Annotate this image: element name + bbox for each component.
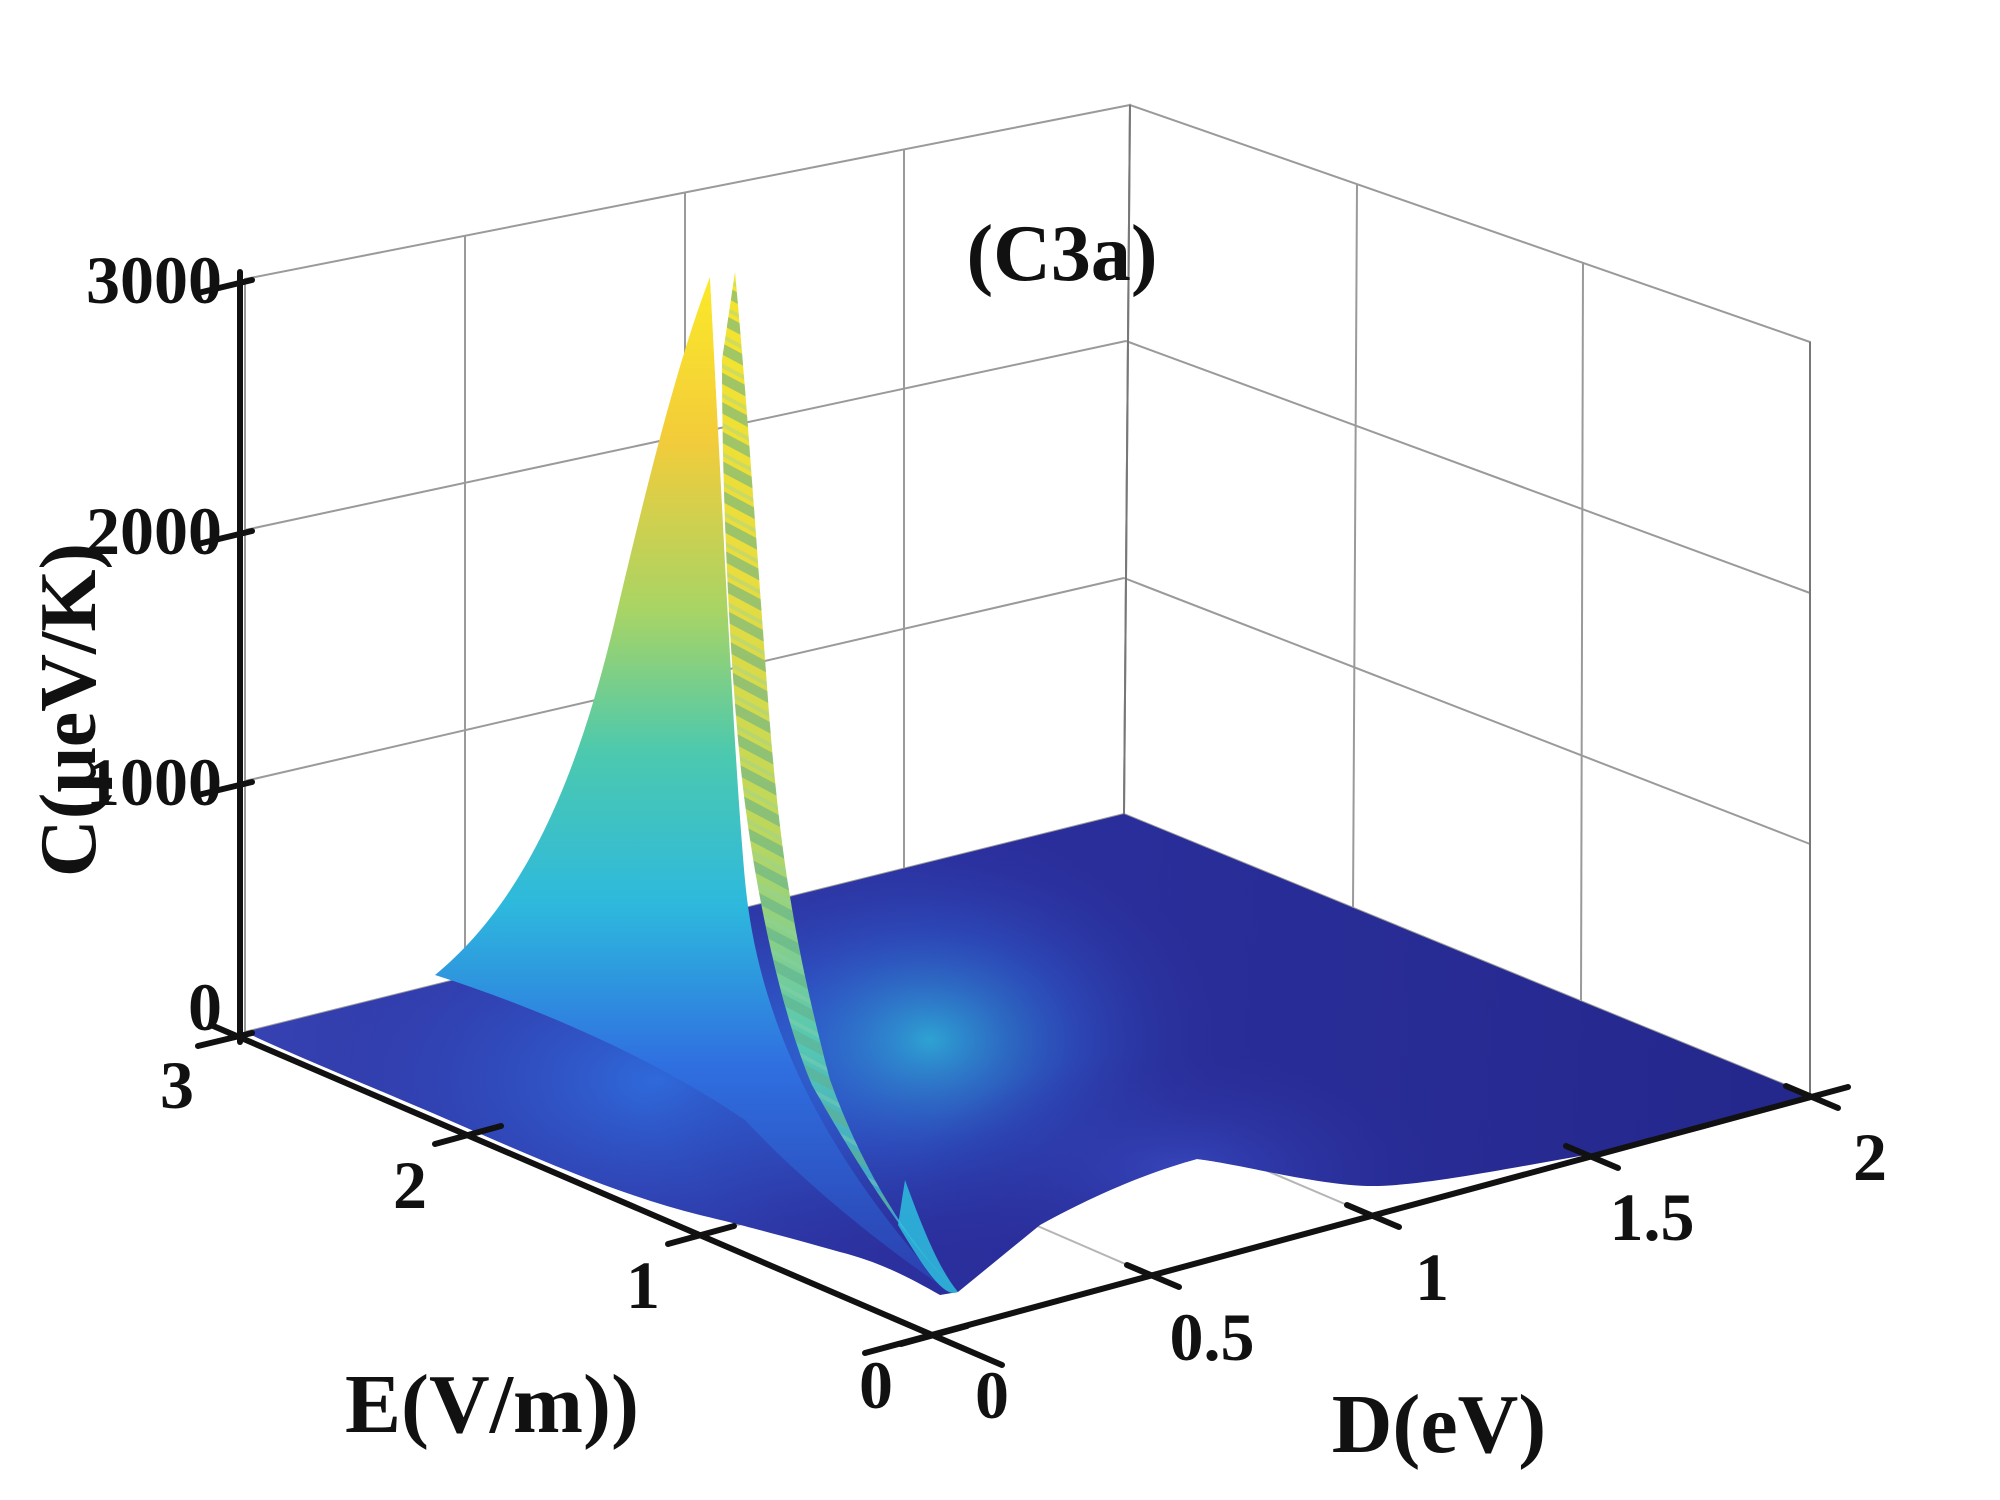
ridge-wall-front: [435, 277, 945, 1288]
z-tick: [195, 1030, 255, 1049]
d-tick-label: 1: [1415, 1239, 1449, 1315]
grid-line: [1123, 577, 1811, 845]
d-tick-label: 2: [1853, 1119, 1887, 1195]
d-tick: [1124, 1262, 1182, 1290]
d-tick-label: 1.5: [1610, 1179, 1695, 1255]
e-tick-label: 2: [393, 1147, 427, 1223]
panel-label: (C3a): [966, 210, 1157, 298]
z-tick-label: 2000: [86, 493, 222, 569]
grid-line: [1352, 183, 1358, 909]
e-tick: [432, 1123, 504, 1147]
d-tick-label: 0.5: [1170, 1299, 1255, 1375]
front-valley-spike: [898, 1180, 958, 1293]
z-tick-label: 0: [188, 969, 222, 1045]
e-tick-label: 3: [160, 1047, 194, 1123]
z-tick: [195, 277, 255, 296]
z-axis-title: C(μeV/K): [25, 543, 113, 877]
e-axis-line: [208, 1022, 1005, 1368]
e-tick: [665, 1223, 737, 1247]
front-bowl-glow: [920, 1050, 1440, 1290]
d-tick-label: 0: [975, 1357, 1009, 1433]
d-tick: [1563, 1143, 1621, 1171]
axis-rulers: [195, 269, 1851, 1368]
e-axis-title: E(V/m)): [345, 1358, 639, 1451]
ridge-peak-notch: [710, 272, 735, 430]
z-tick: [195, 779, 255, 798]
z-tick-label: 3000: [86, 242, 222, 318]
box-edge-back: [1123, 104, 1131, 815]
e-tick-label: 1: [626, 1247, 660, 1323]
z-tick-label: 1000: [86, 744, 222, 820]
d-axis-line: [862, 1084, 1851, 1356]
z-tick: [195, 528, 255, 547]
d-tick: [1783, 1083, 1841, 1111]
d-axis-title: D(eV): [1332, 1378, 1547, 1471]
ridge-wall-rear: [722, 272, 958, 1292]
grid-line: [1125, 340, 1811, 594]
d-tick: [1344, 1202, 1402, 1230]
e-tick-label: 0: [859, 1347, 893, 1423]
labels: (C3a) C(μeV/K) 3000 2000 1000 0 E(V/m)) …: [25, 210, 1887, 1471]
grid-line: [1580, 262, 1584, 1002]
